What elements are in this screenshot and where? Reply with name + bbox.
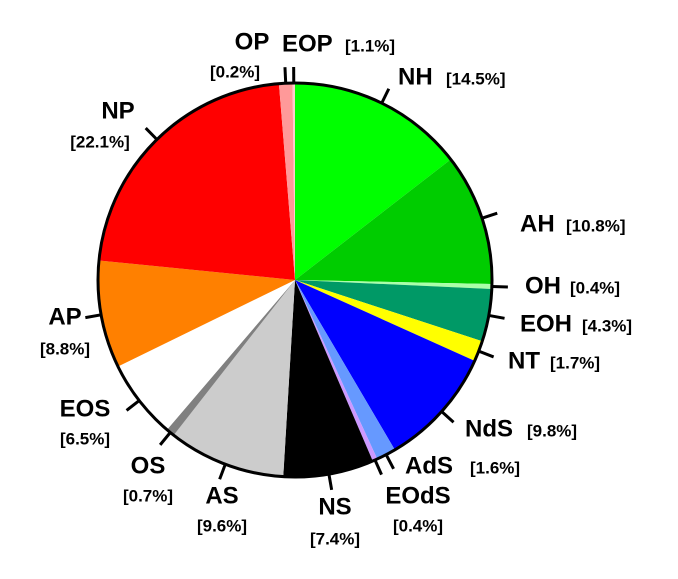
slice-label: OP — [235, 28, 270, 55]
pie-slice — [295, 280, 492, 289]
leader-line — [327, 473, 334, 491]
slice-percent: [0.4%] — [570, 278, 620, 297]
slice-percent: [6.5%] — [60, 429, 110, 448]
leader-line — [488, 313, 505, 320]
slice-label: AdS — [405, 452, 453, 479]
pie-slice — [283, 280, 373, 477]
slice-percent: [14.5%] — [446, 69, 506, 88]
leader-line — [384, 453, 395, 470]
pie-slice — [173, 280, 295, 477]
leader-line — [440, 410, 455, 424]
slice-percent: [10.8%] — [566, 216, 626, 235]
leader-line — [283, 67, 288, 84]
pie-slice — [166, 280, 295, 436]
pie-slice — [295, 83, 451, 280]
slice-percent: [22.1%] — [70, 132, 130, 151]
leader-line — [478, 349, 495, 359]
pie-slice — [295, 280, 492, 342]
slice-percent: [1.6%] — [470, 458, 520, 477]
slice-label: EOS — [60, 395, 111, 422]
slice-label: AH — [520, 210, 555, 237]
pie-slice — [295, 159, 492, 285]
leader-line — [380, 88, 391, 104]
slice-label: AS — [205, 482, 238, 509]
slice-label: NP — [101, 97, 134, 124]
slice-label: NS — [318, 493, 351, 520]
pie-slice — [295, 280, 378, 462]
slice-percent: [0.7%] — [123, 486, 173, 505]
leader-line — [218, 463, 227, 480]
slice-percent: [8.8%] — [40, 339, 90, 358]
slice-label: OH — [525, 272, 561, 299]
leader-line — [125, 399, 141, 412]
slice-percent: [4.3%] — [582, 316, 632, 335]
slice-label: AP — [48, 303, 81, 330]
leader-line — [158, 431, 172, 446]
slice-percent: [0.4%] — [393, 516, 443, 535]
pie-slice — [292, 83, 295, 280]
pie-slice — [295, 280, 483, 361]
slice-label: NH — [398, 63, 433, 90]
slice-label: EOH — [520, 310, 572, 337]
slice-percent: [1.1%] — [345, 36, 395, 55]
slice-percent: [0.2%] — [210, 62, 260, 81]
slice-percent: [9.6%] — [197, 516, 247, 535]
leader-line — [491, 285, 508, 289]
leader-line — [144, 127, 158, 141]
pie-slice — [278, 83, 295, 280]
pie-slice — [98, 260, 295, 367]
leader-line — [481, 211, 498, 220]
slice-percent: [9.8%] — [527, 421, 577, 440]
slice-label: NdS — [465, 415, 513, 442]
slice-percent: [7.4%] — [310, 529, 360, 548]
slice-label: NT — [508, 347, 540, 374]
pie-slice — [295, 280, 475, 450]
pie-outline — [96, 81, 494, 479]
slice-percent: [1.7%] — [550, 353, 600, 372]
pie-slice — [98, 83, 296, 280]
slice-label: EOP — [282, 30, 333, 57]
leader-line — [373, 459, 383, 476]
pie-slice — [295, 280, 395, 459]
leader-line — [85, 313, 102, 320]
slice-label: OS — [131, 452, 166, 479]
slice-label: EOdS — [385, 482, 450, 509]
pie-slice — [117, 280, 296, 430]
